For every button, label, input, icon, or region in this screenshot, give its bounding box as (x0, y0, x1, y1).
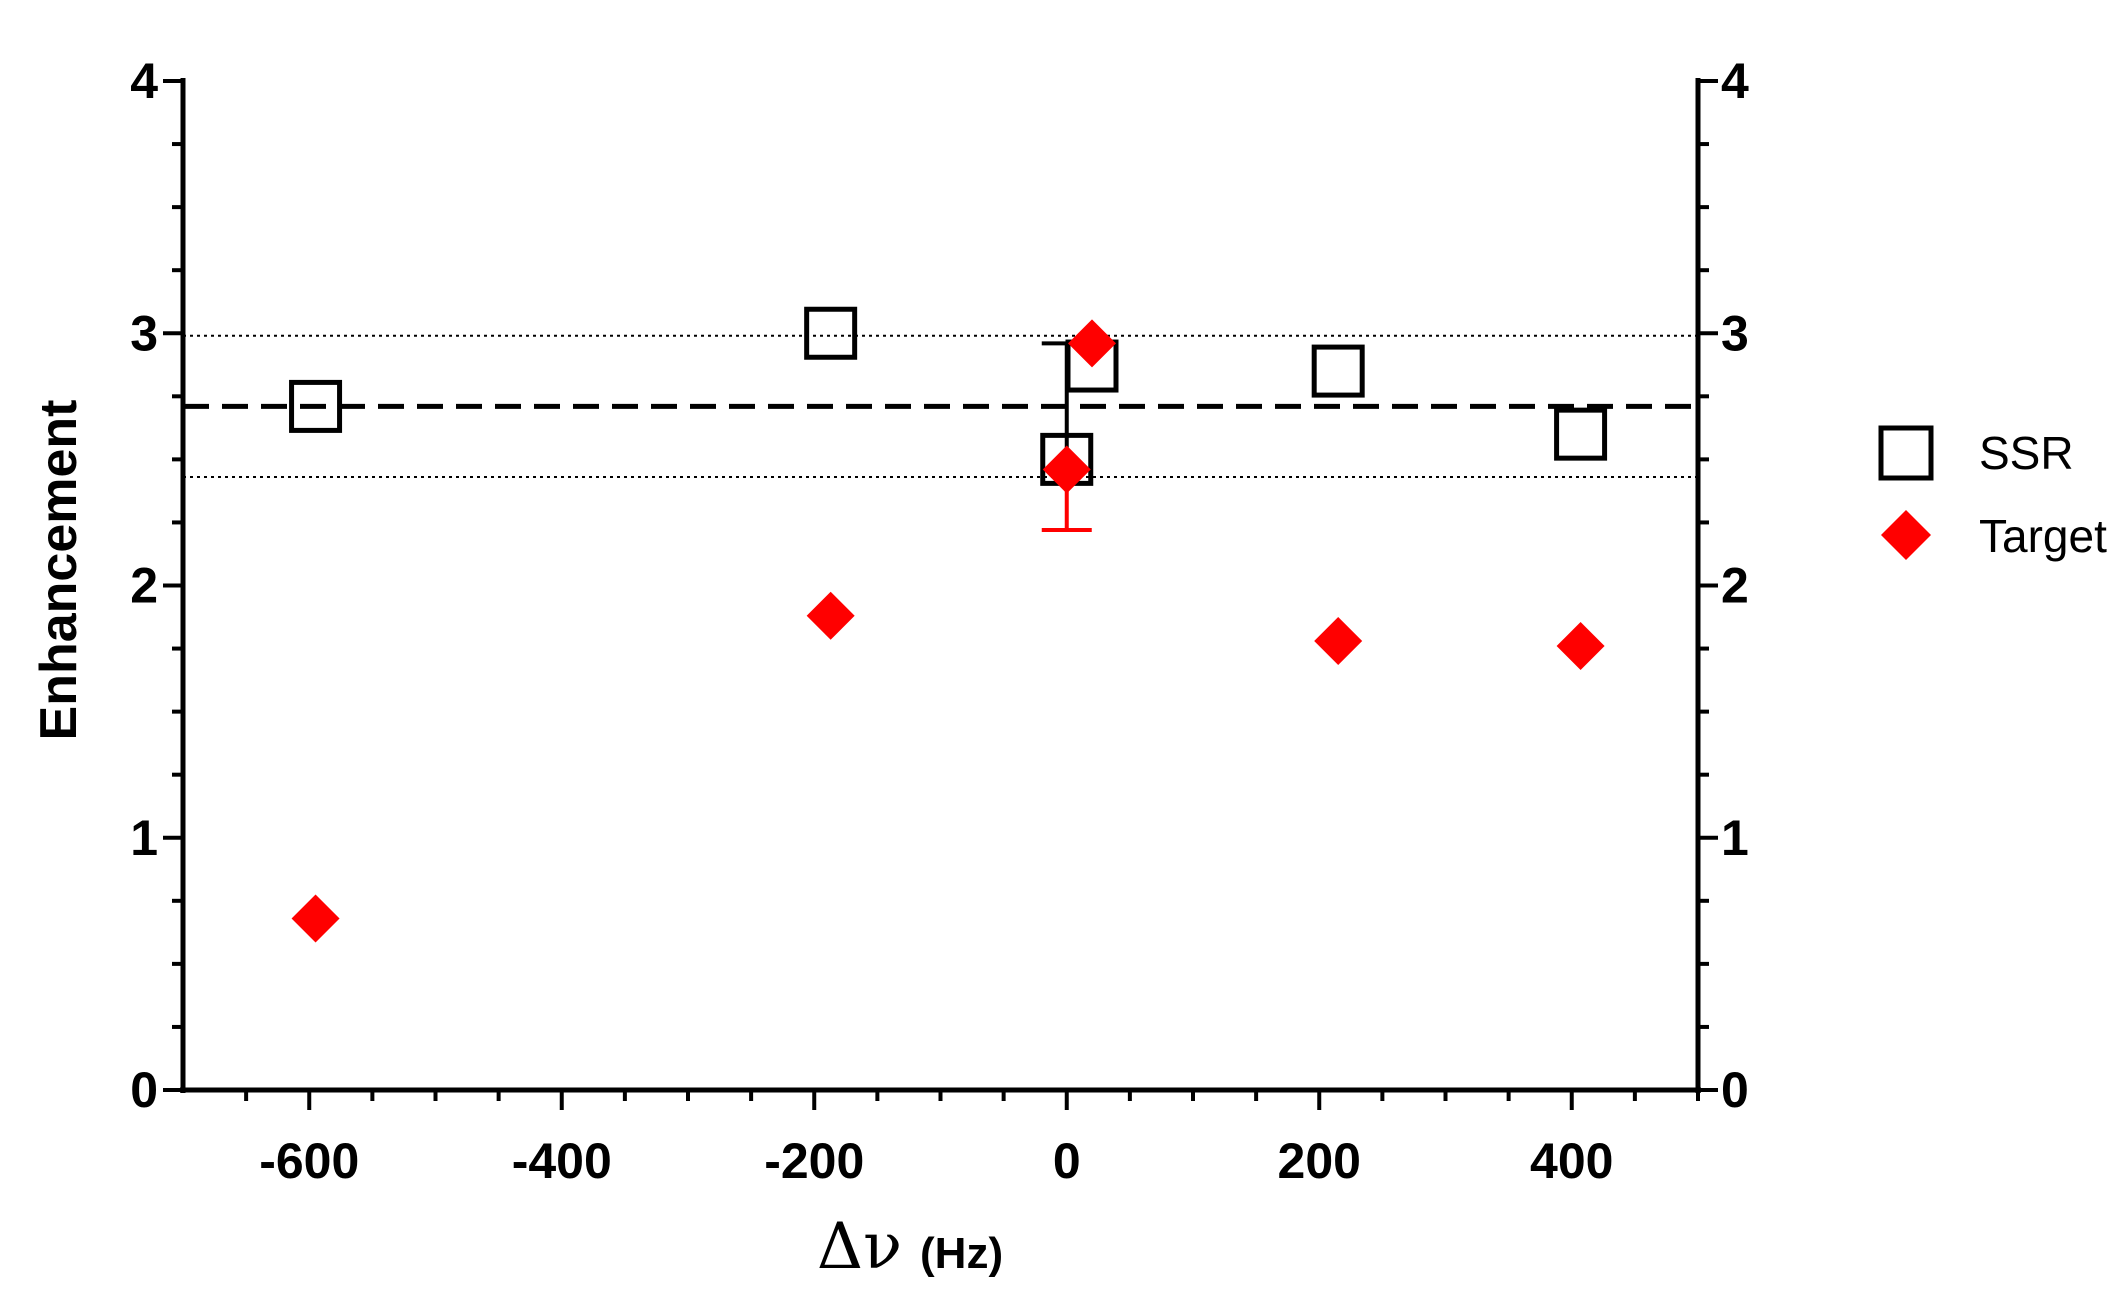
y-tick-label-left: 1 (130, 810, 158, 866)
reference-lines (183, 334, 1698, 479)
legend-label-ssr: SSR (1979, 427, 2074, 479)
y-tick-label-left: 0 (130, 1062, 158, 1118)
legend-label-target: Target (1979, 510, 2107, 562)
y-tick-label-left: 4 (130, 53, 158, 109)
x-axis-title-unit: (Hz) (920, 1229, 1003, 1278)
legend-marker-ssr (1878, 425, 1934, 481)
x-tick-label: -200 (764, 1133, 864, 1189)
x-tick-label: -600 (259, 1133, 359, 1189)
point-target (806, 591, 855, 640)
legend: SSR Target (1878, 425, 2107, 562)
point-ssr (289, 379, 343, 433)
point-ssr (1311, 344, 1365, 398)
point-target (1042, 445, 1091, 494)
point-ssr (804, 306, 858, 360)
point-target (1068, 319, 1116, 368)
y-axis-title: Enhancement (30, 400, 88, 741)
point-target (1314, 616, 1363, 665)
legend-marker-target (1881, 510, 1931, 560)
y-tick-label-right: 3 (1721, 305, 1749, 361)
x-axis-title: Δν (Hz) (817, 1210, 1003, 1284)
x-tick-label: 400 (1530, 1133, 1613, 1189)
axes: 0 0 1 1 2 2 3 3 4 4 -600 -400 -200 0 200 400 (130, 53, 1749, 1189)
x-tick-label: -400 (512, 1133, 612, 1189)
data-points (289, 306, 1608, 943)
x-axis-title-symbol: Δν (817, 1210, 902, 1284)
y-tick-label-right: 4 (1721, 53, 1749, 109)
point-target (291, 894, 340, 943)
x-tick-label: 0 (1053, 1133, 1081, 1189)
y-tick-label-right: 1 (1721, 810, 1749, 866)
y-tick-label-left: 2 (130, 558, 158, 614)
y-tick-label-right: 2 (1721, 558, 1749, 614)
point-ssr (1554, 407, 1608, 461)
point-target (1556, 622, 1605, 671)
y-tick-label-left: 3 (130, 305, 158, 361)
y-tick-label-right: 0 (1721, 1062, 1749, 1118)
x-tick-label: 200 (1278, 1133, 1361, 1189)
